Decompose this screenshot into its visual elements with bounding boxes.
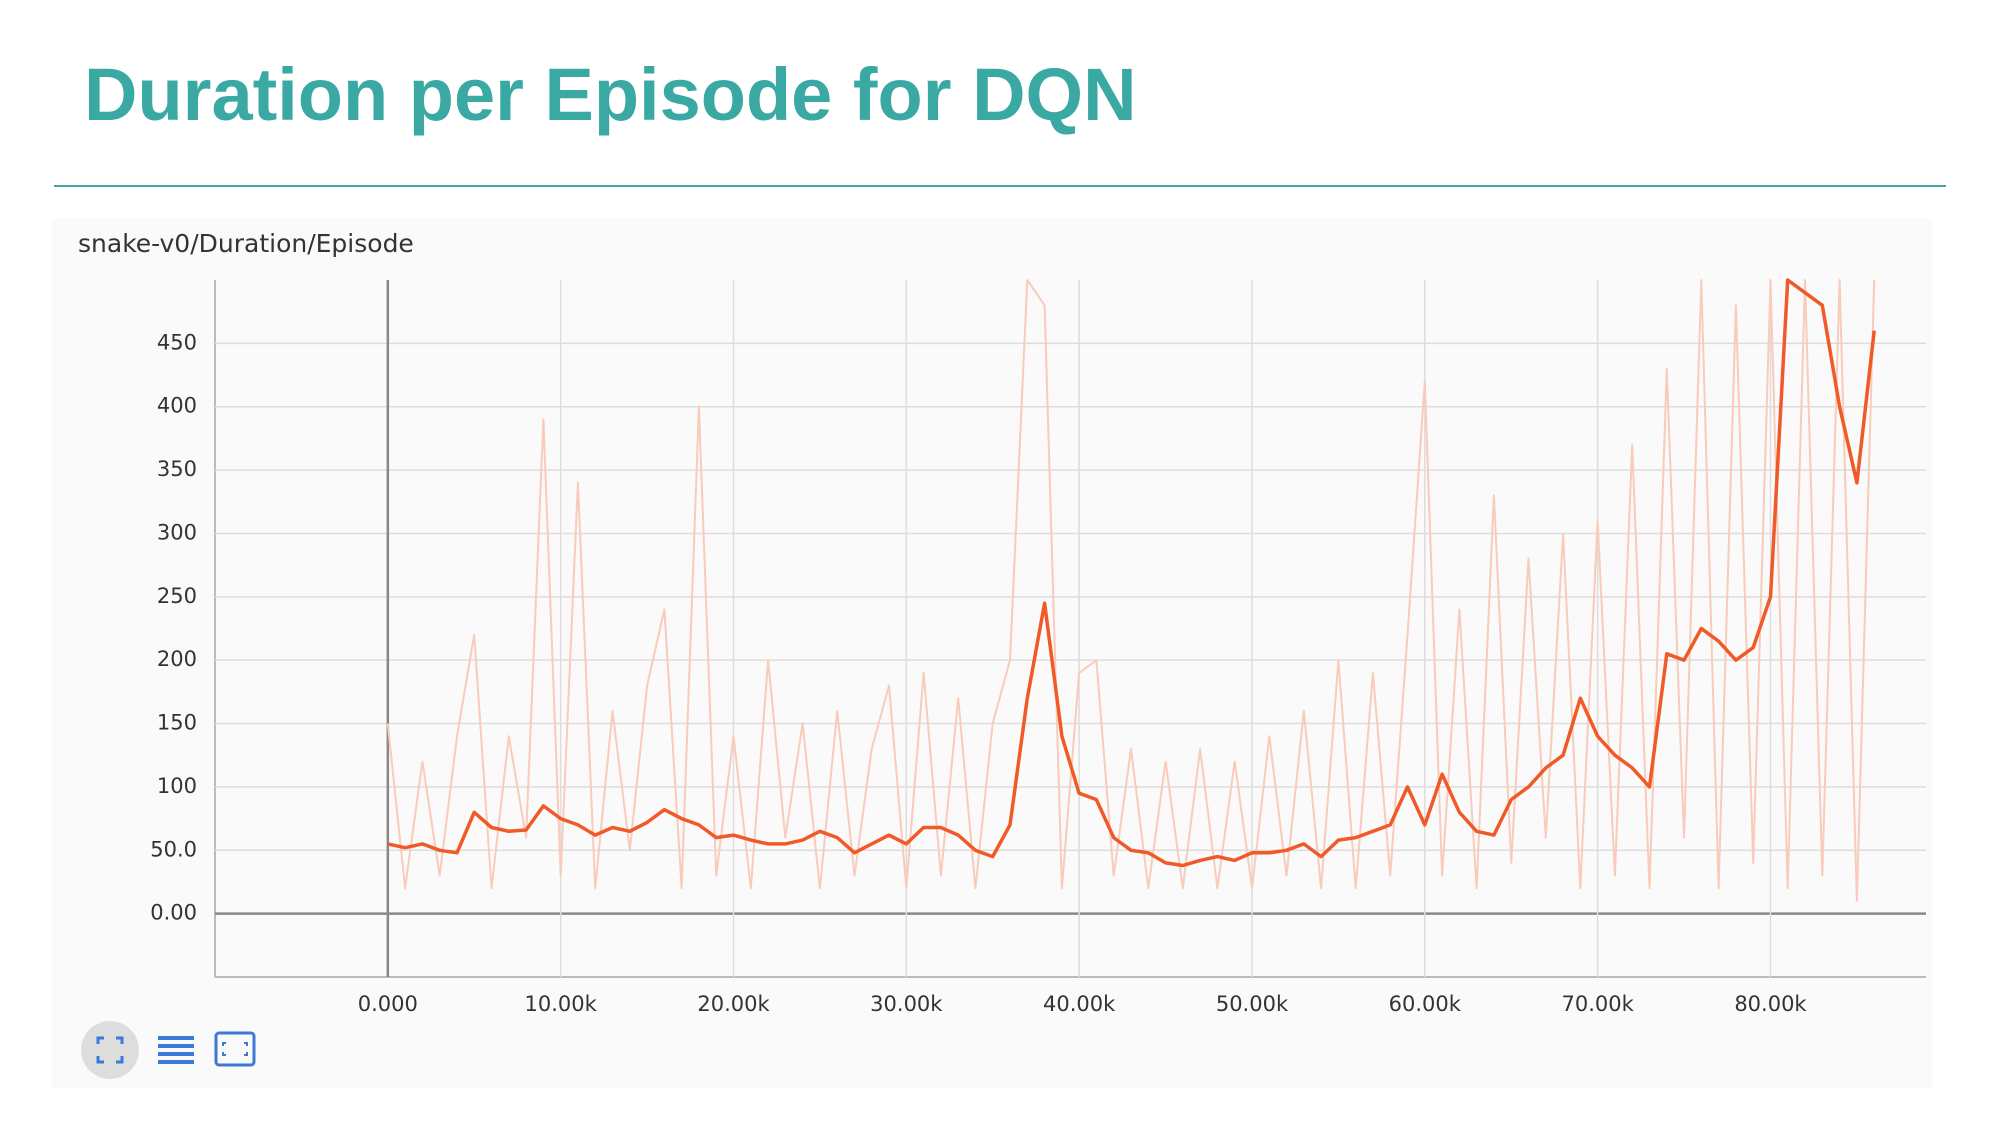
y-tick-label: 150 <box>157 711 197 735</box>
y-tick-label: 50.0 <box>150 837 197 861</box>
y-tick-label: 250 <box>157 584 197 608</box>
raw-line <box>386 279 1876 902</box>
y-tick-label: 450 <box>157 330 197 354</box>
y-tick-label: 400 <box>157 394 197 418</box>
chart-title: snake-v0/Duration/Episode <box>78 229 414 258</box>
x-tick-label: 40.00k <box>1043 992 1116 1016</box>
x-tick-label: 10.00k <box>525 992 598 1016</box>
y-tick-label: 0.00 <box>150 901 197 925</box>
x-tick-label: 0.000 <box>358 992 418 1016</box>
chart-card <box>52 218 1932 1088</box>
y-tick-label: 300 <box>157 520 197 544</box>
x-tick-label: 20.00k <box>697 992 770 1016</box>
x-tick-label: 70.00k <box>1561 992 1634 1016</box>
smoothed-line <box>387 278 1876 868</box>
fit-domain-button[interactable] <box>212 1027 258 1073</box>
x-tick-label: 50.00k <box>1216 992 1289 1016</box>
title-rule <box>54 185 1946 187</box>
expand-button[interactable] <box>80 1020 140 1080</box>
slide-title: Duration per Episode for DQN <box>84 53 1137 136</box>
toggle-log-button[interactable] <box>154 1028 198 1072</box>
x-tick-label: 60.00k <box>1389 992 1462 1016</box>
chart-buttons <box>80 1020 258 1080</box>
y-tick-label: 100 <box>157 774 197 798</box>
x-tick-label: 80.00k <box>1734 992 1807 1016</box>
y-tick-label: 200 <box>157 647 197 671</box>
x-tick-label: 30.00k <box>870 992 943 1016</box>
y-tick-label: 350 <box>157 457 197 481</box>
